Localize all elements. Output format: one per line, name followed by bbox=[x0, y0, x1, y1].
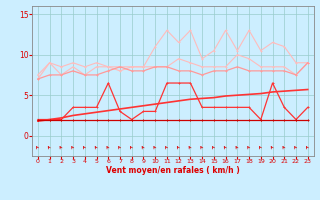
X-axis label: Vent moyen/en rafales ( km/h ): Vent moyen/en rafales ( km/h ) bbox=[106, 166, 240, 175]
